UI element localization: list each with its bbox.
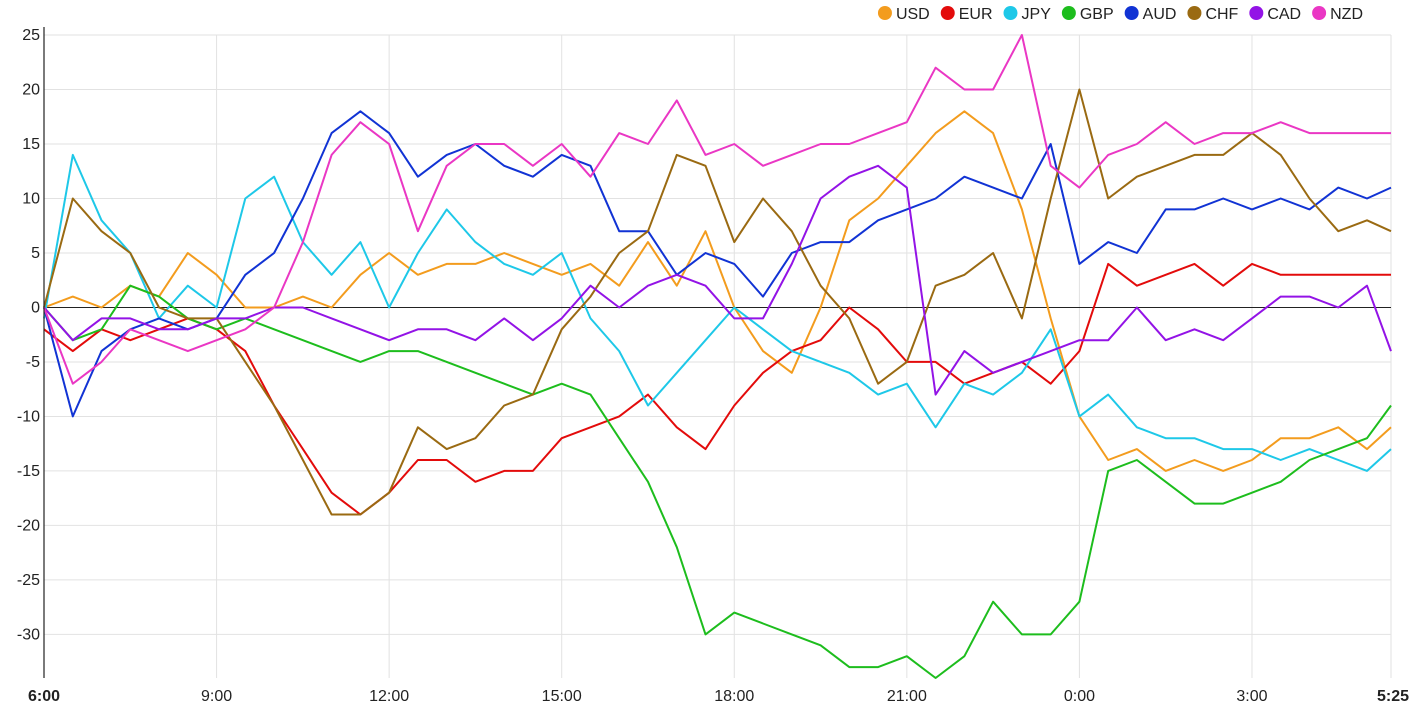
legend-label-jpy: JPY — [1022, 6, 1052, 23]
legend-label-cad: CAD — [1267, 6, 1301, 23]
y-tick-label-20: 20 — [22, 81, 40, 98]
y-tick-label--15: -15 — [17, 463, 40, 480]
y-tick-label-25: 25 — [22, 27, 40, 44]
x-tick-label-7: 3:00 — [1236, 688, 1267, 705]
legend-marker-aud — [1124, 6, 1139, 20]
series-line-gbp — [43, 284, 1392, 679]
series-line-chf — [43, 88, 1392, 516]
x-tick-label-6: 0:00 — [1064, 688, 1095, 705]
x-tick-label-5: 21:00 — [887, 688, 927, 705]
y-tick-label-10: 10 — [22, 190, 40, 207]
x-tick-label-2: 12:00 — [369, 688, 409, 705]
series-line-jpy — [43, 153, 1392, 472]
y-tick-label--5: -5 — [26, 354, 40, 371]
legend-marker-usd — [877, 6, 892, 20]
legend-marker-chf — [1187, 6, 1202, 20]
legend-marker-nzd — [1312, 6, 1327, 20]
legend-label-nzd: NZD — [1330, 6, 1363, 23]
legend-marker-cad — [1249, 6, 1264, 20]
series-line-aud — [43, 110, 1392, 418]
x-tick-label-4: 18:00 — [714, 688, 754, 705]
series-line-nzd — [43, 34, 1391, 385]
legend-marker-eur — [940, 6, 955, 20]
x-tick-label-8: 5:25 — [1377, 688, 1409, 705]
grid-layer — [44, 34, 1392, 678]
y-tick-label-5: 5 — [31, 245, 40, 262]
legend-marker-gbp — [1061, 6, 1076, 20]
y-tick-label--25: -25 — [17, 572, 40, 589]
series-line-cad — [43, 164, 1392, 396]
legend-label-gbp: GBP — [1080, 6, 1114, 23]
y-tick-label--20: -20 — [17, 517, 40, 534]
axis-layer: 25 20 15 10 5 0 -5 -10 -15 -20 -25 -30 6:00 9:00 12:00… — [17, 27, 1409, 705]
x-tick-label-0: 6:00 — [28, 688, 60, 705]
y-tick-label-15: 15 — [22, 136, 40, 153]
y-tick-label-0: 0 — [31, 299, 40, 316]
legend-label-eur: EUR — [959, 6, 993, 23]
legend: NZD CAD CHF AUD GBP JPY EUR USD — [877, 6, 1363, 23]
legend-label-chf: CHF — [1205, 6, 1238, 23]
x-tick-label-3: 15:00 — [542, 688, 582, 705]
series-line-eur — [43, 262, 1391, 516]
x-tick-label-1: 9:00 — [201, 688, 232, 705]
legend-marker-jpy — [1003, 6, 1018, 20]
y-tick-label--10: -10 — [17, 408, 40, 425]
legend-label-aud: AUD — [1143, 6, 1177, 23]
legend-label-usd: USD — [896, 6, 930, 23]
series-line-usd — [43, 110, 1392, 472]
series-layer — [43, 34, 1392, 679]
y-tick-label--30: -30 — [17, 626, 40, 643]
